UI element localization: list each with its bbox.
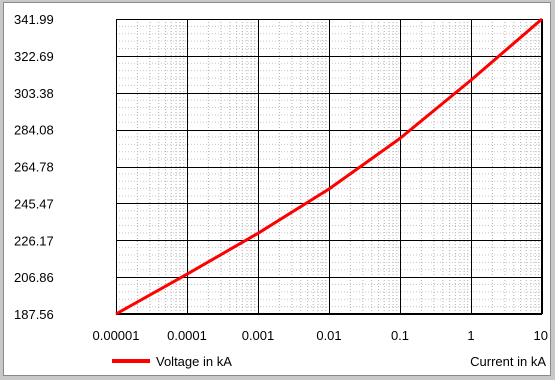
y-tick-label: 341.99 (14, 12, 54, 27)
x-tick-label: 10 (534, 328, 548, 343)
x-axis-label: Current in kA (470, 354, 546, 369)
series-line (115, 17, 543, 316)
y-tick-label: 303.38 (14, 86, 54, 101)
y-tick-label: 264.78 (14, 160, 54, 175)
plot-frame (116, 19, 542, 314)
y-tick-label: 245.47 (14, 196, 54, 211)
series-layer (115, 17, 543, 316)
y-tick-label: 226.17 (14, 233, 54, 248)
chart-panel: 341.99 322.69 303.38 284.08 264.78 245.47 226.… (3, 2, 551, 376)
y-tick-label: 322.69 (14, 49, 54, 64)
x-tick-label: 0.1 (391, 328, 409, 343)
legend-label: Voltage in kA (156, 354, 232, 369)
y-tick-label: 187.56 (14, 307, 54, 322)
y-tick-label: 284.08 (14, 123, 54, 138)
x-tick-label: 0.01 (316, 328, 341, 343)
x-tick-label: 0.001 (242, 328, 275, 343)
x-tick-label: 1 (467, 328, 474, 343)
y-tick-label: 206.86 (14, 270, 54, 285)
x-tick-label: 0.0001 (167, 328, 207, 343)
line-chart: 341.99 322.69 303.38 284.08 264.78 245.47 226.… (14, 12, 549, 369)
y-tick-labels: 341.99 322.69 303.38 284.08 264.78 245.47 226.… (14, 12, 54, 322)
x-tick-labels: 0.00001 0.0001 0.001 0.01 0.1 1 10 (93, 328, 549, 343)
x-tick-label: 0.00001 (93, 328, 140, 343)
legend: Voltage in kA (112, 354, 232, 369)
